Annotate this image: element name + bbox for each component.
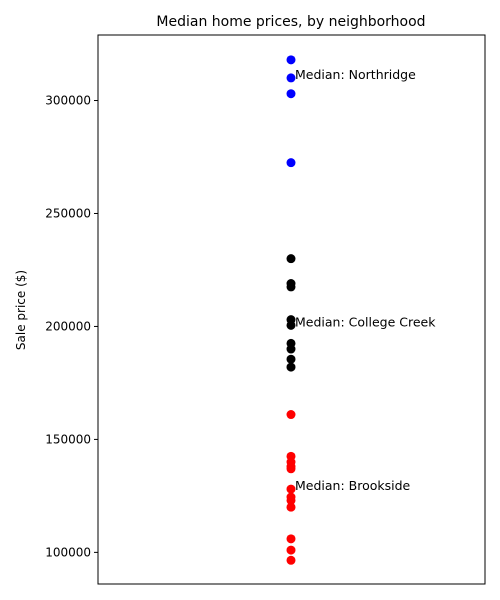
data-point — [286, 495, 296, 505]
data-point — [286, 158, 296, 168]
y-tick-label: 100000 — [45, 545, 91, 559]
data-point — [286, 89, 296, 99]
data-point — [286, 555, 296, 565]
median-annotation: Median: Northridge — [295, 67, 416, 82]
data-point — [286, 484, 296, 494]
data-point — [286, 362, 296, 372]
median-annotation: Median: College Creek — [295, 314, 436, 329]
data-point — [286, 354, 296, 364]
data-point — [286, 282, 296, 292]
data-point — [286, 55, 296, 65]
data-point — [286, 344, 296, 354]
annotations: Median: Northridge Median: College Creek M… — [295, 67, 436, 493]
y-tick-label: 250000 — [45, 206, 91, 220]
plot-area — [97, 34, 486, 585]
data-point — [286, 545, 296, 555]
chart-title: Median home prices, by neighborhood — [156, 14, 425, 30]
data-point — [286, 254, 296, 264]
y-tick-label: 200000 — [45, 319, 91, 333]
data-point — [286, 502, 296, 512]
y-tick-label: 300000 — [45, 94, 91, 108]
median-annotation: Median: Brookside — [295, 478, 411, 493]
data-points — [286, 55, 296, 565]
data-point — [286, 320, 296, 330]
y-axis-label: Sale price ($) — [14, 270, 28, 350]
data-point — [286, 73, 296, 83]
y-tick-label: 150000 — [45, 432, 91, 446]
data-point — [286, 534, 296, 544]
data-point — [286, 464, 296, 474]
data-point — [286, 410, 296, 420]
y-axis: 100000 150000 200000 250000 300000 — [45, 94, 98, 559]
